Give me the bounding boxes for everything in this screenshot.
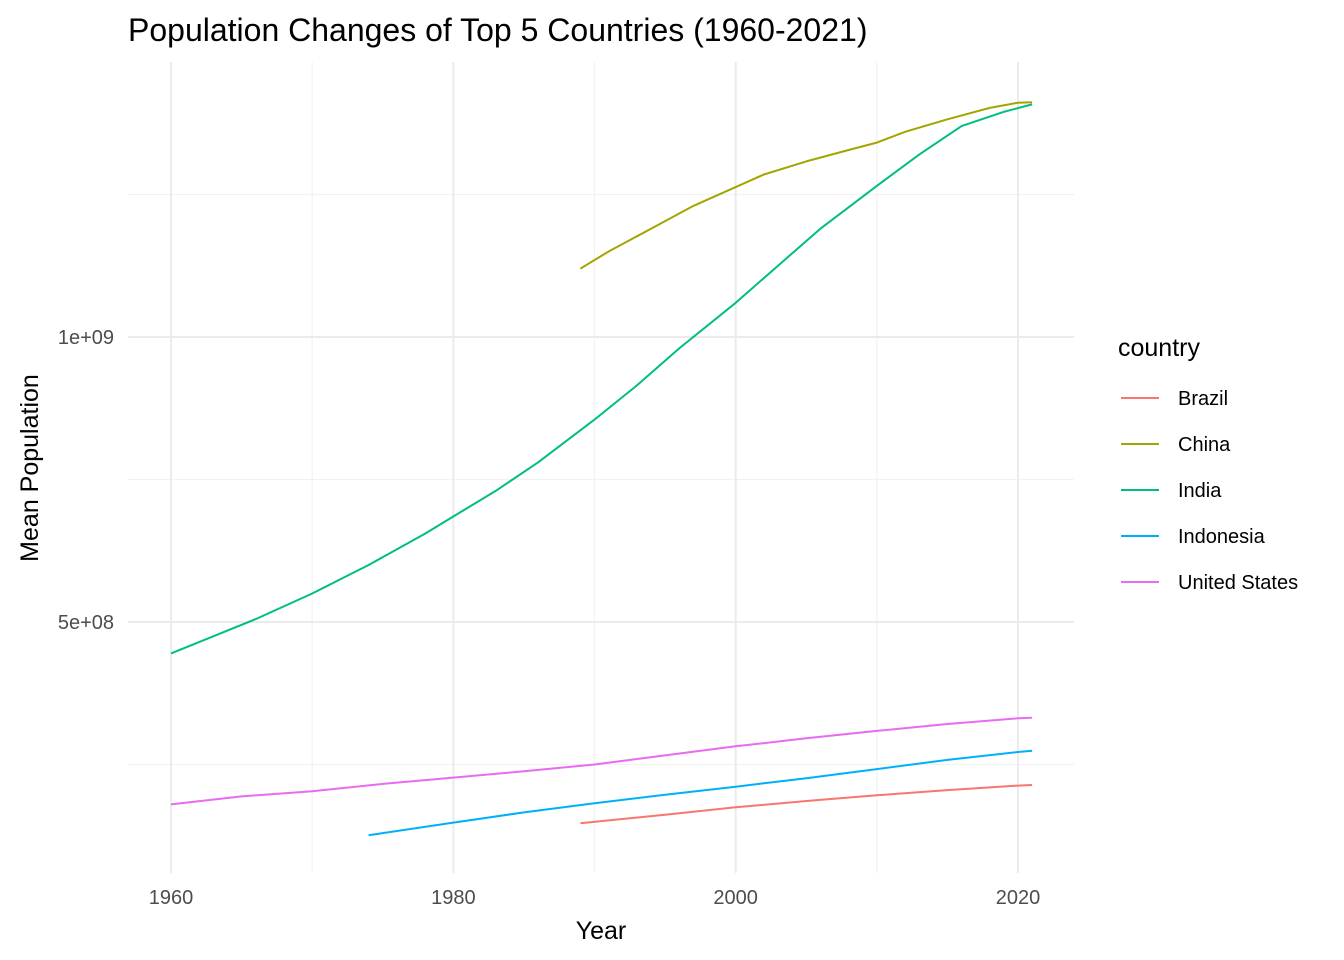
y-tick-label: 5e+08: [58, 612, 114, 634]
legend-label-china: China: [1178, 434, 1231, 456]
legend-title: country: [1118, 334, 1200, 362]
series-line-united-states: [170, 716, 1033, 806]
x-tick-label: 1960: [149, 887, 194, 909]
legend-label-united-states: United States: [1178, 572, 1298, 594]
legend: country Brazil China India Indonesia United …: [1118, 334, 1298, 594]
chart-title: Population Changes of Top 5 Countries (1…: [128, 12, 867, 48]
x-tick-label: 2000: [713, 887, 758, 909]
series-lines: [170, 101, 1033, 837]
x-tick-label: 2020: [996, 887, 1041, 909]
legend-label-brazil: Brazil: [1178, 388, 1228, 410]
y-axis-title: Mean Population: [16, 374, 44, 562]
legend-items: Brazil China India Indonesia United States: [1121, 388, 1298, 594]
series-line-india: [170, 103, 1033, 655]
x-tick-label: 1980: [431, 887, 476, 909]
y-tick-label: 1e+09: [58, 327, 114, 349]
series-line-china: [579, 101, 1033, 270]
y-axis-ticks: 5e+08 1e+09: [58, 327, 114, 634]
major-gridlines: [128, 62, 1074, 873]
series-line-brazil: [580, 784, 1033, 825]
x-axis-title: Year: [576, 917, 627, 945]
series-line-indonesia: [368, 749, 1033, 837]
legend-label-india: India: [1178, 480, 1222, 502]
legend-label-indonesia: Indonesia: [1178, 526, 1266, 548]
x-axis-ticks: 1960 1980 2000 2020: [149, 887, 1041, 909]
